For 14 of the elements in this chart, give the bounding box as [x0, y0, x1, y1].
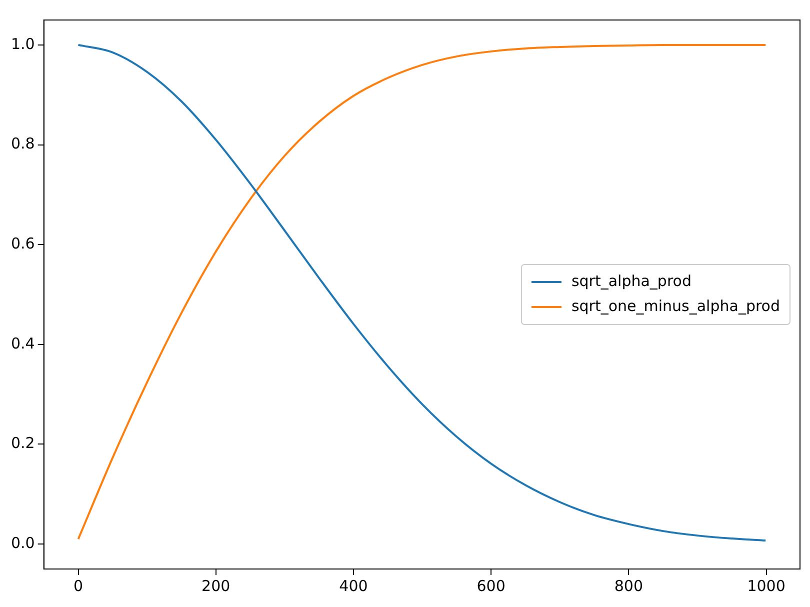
legend-label: sqrt_one_minus_alpha_prod [571, 296, 780, 315]
y-tick-label: 0.6 [10, 234, 35, 252]
y-tick-label: 0.2 [10, 434, 35, 452]
y-tick-label: 0.0 [10, 534, 35, 552]
x-tick-label: 1000 [747, 576, 786, 595]
y-tick-label: 0.4 [10, 334, 35, 352]
y-tick-label: 1.0 [10, 34, 35, 53]
x-tick-label: 200 [202, 576, 230, 595]
x-tick-label: 600 [476, 576, 506, 595]
x-tick-label: 800 [614, 576, 643, 595]
y-tick-label: 0.8 [10, 134, 35, 153]
legend-label: sqrt_alpha_prod [571, 272, 692, 290]
x-tick-label: 0 [73, 576, 84, 595]
x-tick-label: 400 [339, 576, 368, 595]
